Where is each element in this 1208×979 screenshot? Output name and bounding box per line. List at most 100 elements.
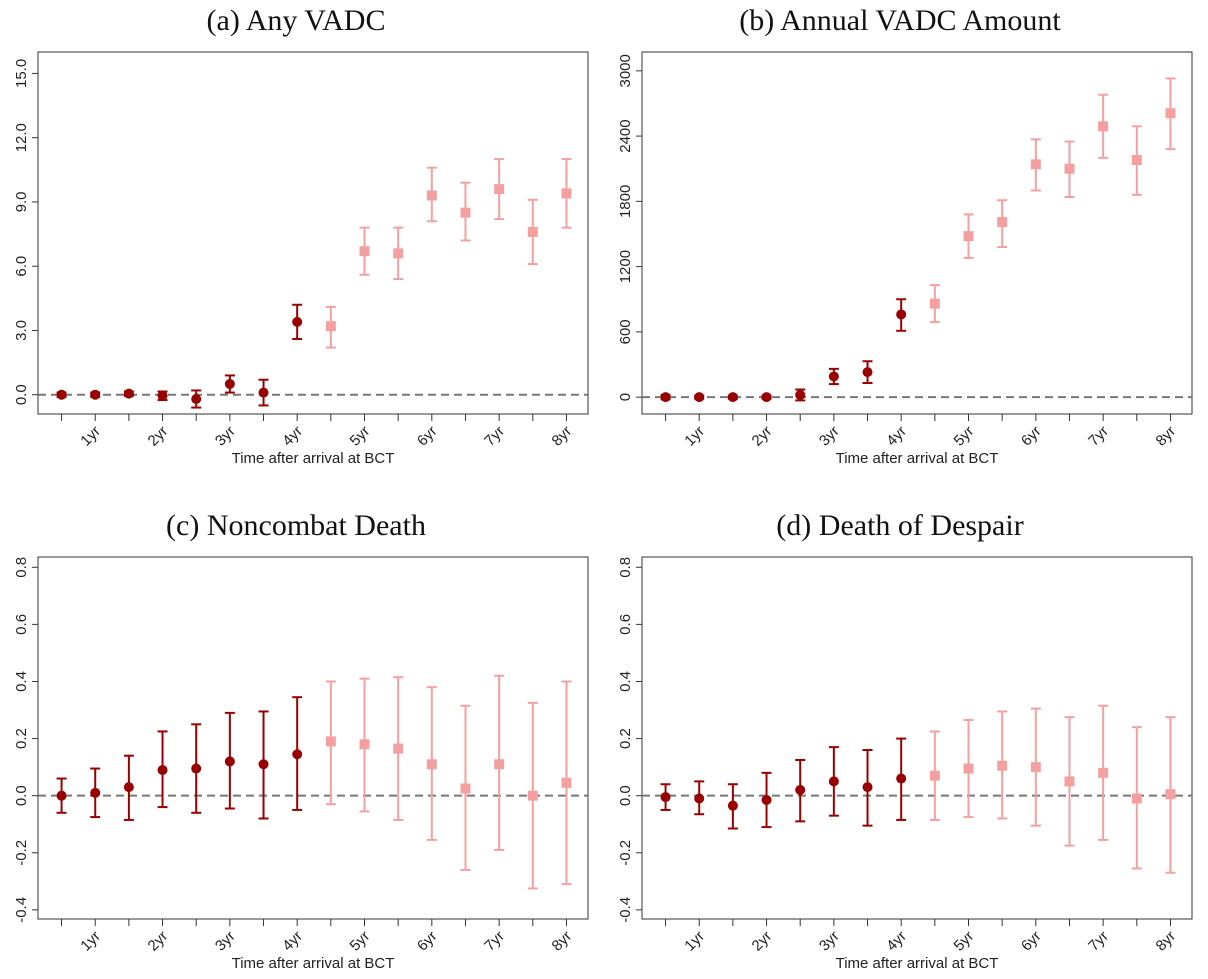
y-tick-label: 0.0 [617,785,634,806]
point [1165,108,1176,119]
point [325,736,336,747]
point [258,759,269,770]
point [157,390,168,401]
point [426,190,437,201]
point [426,759,437,770]
x-tick-label: 7yr [1085,423,1112,450]
x-axis-label: Time after arrival at BCT [232,955,395,972]
point [862,367,873,378]
point [56,389,67,400]
chart-title: (a) Any VADC [207,4,386,37]
point [929,770,940,781]
point [795,389,806,400]
point [660,392,671,403]
x-tick-label: 1yr [681,928,708,955]
point [862,782,873,793]
y-tick-label: 6.0 [13,256,30,277]
point [1064,776,1075,787]
point [527,226,538,237]
y-tick-label: 3000 [617,54,634,87]
chart-title: (d) Death of Despair [776,509,1023,542]
x-axis-label: Time after arrival at BCT [836,450,999,467]
point [1030,159,1041,170]
point [896,773,907,784]
point [56,790,67,801]
y-tick-label: 0.8 [617,557,634,578]
plot-frame [641,556,1193,920]
x-tick-label: 1yr [681,423,708,450]
point [727,392,738,403]
point [494,184,505,195]
point [90,389,101,400]
point [1098,767,1109,778]
y-tick-label: 2400 [617,119,634,152]
point [527,790,538,801]
x-tick-label: 1yr [77,928,104,955]
x-tick-label: 8yr [1153,423,1180,450]
y-tick-label: 0 [617,393,634,401]
y-tick-label: 0.6 [13,614,30,635]
x-axis-label: Time after arrival at BCT [836,955,999,972]
x-tick-label: 8yr [1153,928,1180,955]
point [963,763,974,774]
y-tick-label: 1800 [617,185,634,218]
point [393,743,404,754]
x-tick-label: 7yr [481,423,508,450]
plot-frame [37,556,589,920]
x-tick-label: 7yr [1085,928,1112,955]
point [761,794,772,805]
point [359,739,370,750]
point [494,759,505,770]
chart-title: (c) Noncombat Death [166,509,426,542]
y-tick-label: 15.0 [13,59,30,88]
x-tick-label: 8yr [549,928,576,955]
point [727,800,738,811]
point [325,321,336,332]
point [224,756,235,767]
point [191,763,202,774]
point [694,392,705,403]
y-tick-label: 0.6 [617,614,634,635]
point [292,749,303,760]
point [694,793,705,804]
y-tick-label: 9.0 [13,192,30,213]
x-tick-label: 5yr [347,928,374,955]
point [460,783,471,794]
x-tick-label: 7yr [481,928,508,955]
point [393,248,404,259]
point [929,298,940,309]
x-tick-label: 6yr [1018,928,1045,955]
point [292,316,303,327]
x-tick-label: 6yr [1018,423,1045,450]
x-tick-label: 5yr [951,423,978,450]
point [997,217,1008,228]
point [561,777,572,788]
point [963,231,974,242]
y-tick-label: 0.4 [13,671,30,692]
point [191,394,202,405]
y-tick-label: 0.0 [13,785,30,806]
x-tick-label: 5yr [951,928,978,955]
point [997,760,1008,771]
x-tick-label: 4yr [279,423,306,450]
point [1131,155,1142,166]
point [1098,121,1109,132]
point [123,388,134,399]
y-tick-label: -0.4 [617,897,634,923]
y-tick-label: 1200 [617,250,634,283]
x-tick-label: 3yr [816,423,843,450]
point [1030,762,1041,773]
x-tick-label: 5yr [347,423,374,450]
y-tick-label: 600 [617,319,634,344]
y-tick-label: -0.4 [13,897,30,923]
x-tick-label: 3yr [816,928,843,955]
x-tick-label: 2yr [749,928,776,955]
x-tick-label: 4yr [883,928,910,955]
x-axis-label: Time after arrival at BCT [232,450,395,467]
y-tick-label: 0.8 [13,557,30,578]
y-tick-label: -0.2 [13,840,30,866]
point [1064,163,1075,174]
x-tick-label: 1yr [77,423,104,450]
y-tick-label: 0.0 [13,384,30,405]
